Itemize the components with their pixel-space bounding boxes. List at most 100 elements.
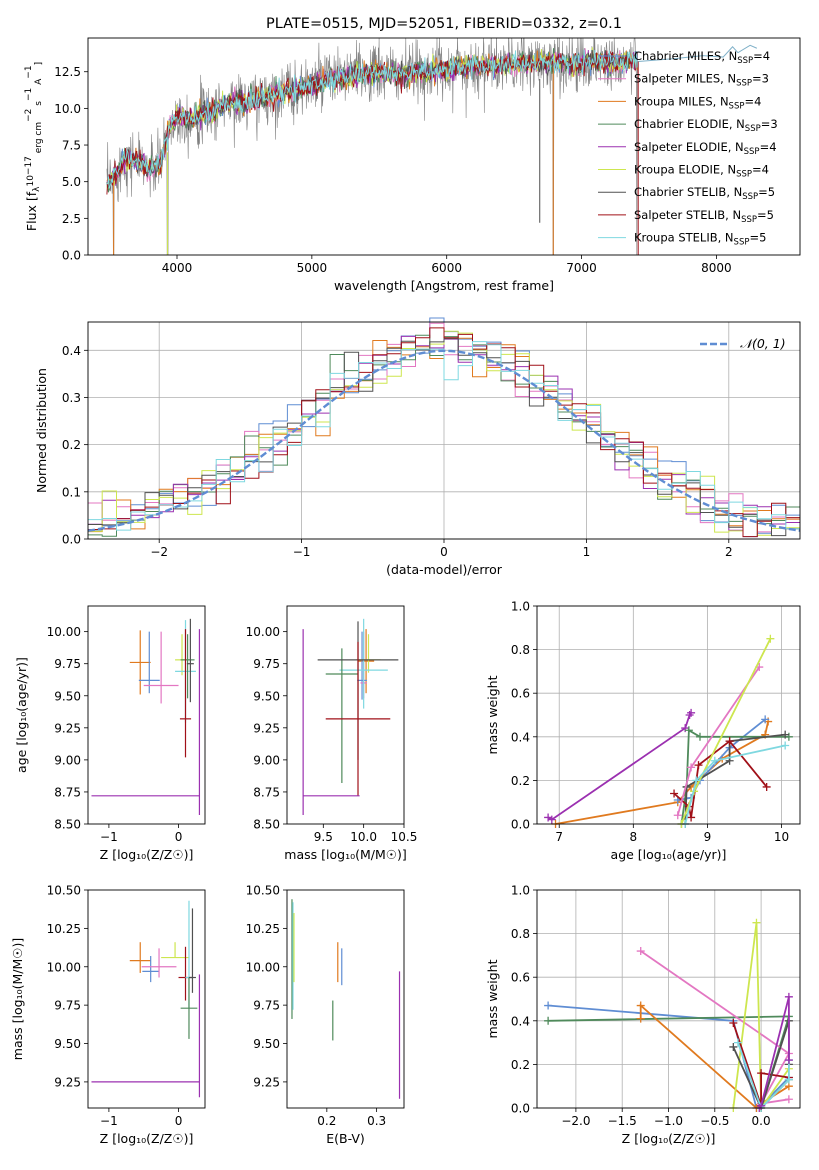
weight-line-8 (758, 996, 790, 1109)
weight-marker (673, 811, 682, 820)
weight-marker (752, 918, 761, 927)
weight-marker (733, 1038, 742, 1047)
y-tick-label: 0.1 (62, 485, 81, 499)
x-tick-label: 6000 (431, 261, 462, 275)
legend-label-0: Chabrier MILES, NSSP=4 (634, 49, 770, 66)
weight-marker (729, 1042, 738, 1051)
mass-vs-Z-frame (87, 889, 206, 1109)
legend-label-4: Salpeter ELODIE, NSSP=4 (634, 140, 777, 157)
legend-sub: SSP (742, 192, 758, 202)
x-tick-label: 0.2 (317, 1114, 336, 1128)
gaussian-curve (87, 349, 801, 532)
x-tick-label: 0.0 (752, 1114, 771, 1128)
y-tick-label: 5.0 (62, 175, 81, 189)
residuals-xlabel: (data-model)/error (386, 562, 503, 577)
y-tick-label: 0.4 (511, 730, 530, 744)
y-tick-label: 0.2 (511, 1058, 530, 1072)
x-tick-label: −1 (293, 545, 311, 559)
y-tick-label: 9.75 (253, 657, 280, 671)
legend-suffix: =3 (761, 117, 778, 131)
ylabel-part: −1 (24, 88, 34, 101)
weight-line-3 (640, 950, 791, 1105)
histogram-plot (87, 317, 801, 538)
residuals-axes: −2 −1 0 1 2 0.0 0.1 0.2 0.3 0.4 (62, 322, 800, 559)
model-tail-line (638, 44, 758, 62)
y-tick-label: 8.75 (54, 785, 81, 799)
x-tick-label: 2 (725, 545, 733, 559)
x-tick-label: 5000 (297, 261, 328, 275)
y-tick-label: 8.50 (253, 818, 280, 832)
weight-marker (684, 726, 693, 735)
y-tick-label: 9.25 (253, 721, 280, 735)
ylabel-part: s (34, 101, 44, 109)
y-tick-label: 2.5 (62, 212, 81, 226)
age-vs-mass-xlabel: mass [log₁₀(M/M☉)] (284, 847, 406, 862)
legend-sub: SSP (736, 170, 752, 180)
weight-vs-Z-frame (536, 889, 801, 1109)
residuals-ylabel: Normed distribution (34, 368, 49, 493)
ylabel-part: erg cm (34, 122, 44, 156)
weight-line-7 (737, 1042, 790, 1110)
legend-sub: SSP (737, 56, 753, 66)
y-tick-label: 9.25 (54, 1075, 81, 1089)
y-tick-label: 0.0 (511, 818, 530, 832)
y-tick-label: 10.00 (246, 960, 280, 974)
weight-marker (729, 1018, 738, 1027)
y-tick-label: 10.00 (246, 625, 280, 639)
weight-marker (636, 1014, 645, 1023)
weight-marker (544, 1001, 553, 1010)
weight-vs-Z-ylabel: mass weight (485, 959, 500, 1038)
spectrum-legend: Chabrier MILES, NSSP=4 Salpeter MILES, NS… (598, 49, 778, 248)
x-tick-label: 8 (629, 830, 637, 844)
age-vs-Z-frame (87, 605, 206, 825)
spectrum-title: PLATE=0515, MJD=52051, FIBERID=0332, z=0… (266, 16, 622, 32)
x-tick-label: −1.0 (654, 1114, 683, 1128)
age-vs-Z-plot (91, 618, 201, 816)
x-tick-label: 9 (704, 830, 712, 844)
weight-vs-Z-xlabel: Z [log₁₀(Z/Z☉)] (622, 1131, 716, 1146)
x-tick-label: 4000 (162, 261, 193, 275)
weight-marker (687, 708, 696, 717)
y-tick-label: 0.0 (62, 533, 81, 547)
weight-marker (781, 741, 790, 750)
hist-step-7 (88, 327, 800, 538)
legend-suffix: =5 (749, 231, 766, 245)
weight-marker (687, 763, 696, 772)
y-tick-label: 9.00 (54, 753, 81, 767)
x-tick-label: −1 (100, 830, 118, 844)
mass-vs-Z-plot (91, 900, 201, 1098)
y-tick-label: 10.00 (47, 960, 81, 974)
spectrum-xlabel: wavelength [Angstrom, rest frame] (334, 278, 554, 293)
weight-line-5 (732, 1022, 790, 1107)
gaussian-legend-label: 𝒩(0, 1) (740, 336, 786, 351)
ylabel-part: −17 (24, 156, 34, 175)
legend-label-7: Salpeter STELIB, NSSP=5 (634, 208, 774, 225)
weight-marker (762, 782, 771, 791)
spectrum-axes: 4000 5000 6000 7000 8000 0.0 2.5 5.0 7.5 10.0 12.5 (54, 65, 731, 275)
weight-marker (784, 1095, 793, 1104)
weight-line-8 (684, 744, 786, 825)
y-tick-label: 7.5 (62, 139, 81, 153)
ylabel-part: ] (34, 62, 44, 66)
x-tick-label: 0 (440, 545, 448, 559)
spectrum-frame (87, 37, 801, 256)
weight-line-4 (732, 922, 790, 1111)
x-tick-label: −1.5 (608, 1114, 637, 1128)
mass-vs-ebv-plot (291, 899, 401, 1099)
y-tick-label: 1.0 (511, 884, 530, 898)
y-tick-label: 10.00 (47, 625, 81, 639)
legend-suffix: =3 (752, 72, 769, 86)
age-vs-Z-ylabel: age [log₁₀(age/yr)] (14, 657, 29, 773)
age-vs-mass-plot (302, 618, 399, 816)
model-line-6 (106, 50, 639, 192)
ylabel-part: λ (32, 186, 42, 192)
y-tick-label: 9.00 (253, 753, 280, 767)
x-tick-label: 10.0 (350, 830, 377, 844)
y-tick-label: 9.75 (54, 999, 81, 1013)
y-tick-label: 10.50 (246, 884, 280, 898)
y-tick-label: 0.4 (62, 344, 81, 358)
spectrum-ylabel: Flux [fλ10−17 erg cm−2 s−1 A−1] (24, 62, 44, 231)
weight-marker (687, 813, 696, 822)
x-tick-label: 0 (175, 1114, 183, 1128)
weight-vs-age-frame (536, 605, 801, 825)
